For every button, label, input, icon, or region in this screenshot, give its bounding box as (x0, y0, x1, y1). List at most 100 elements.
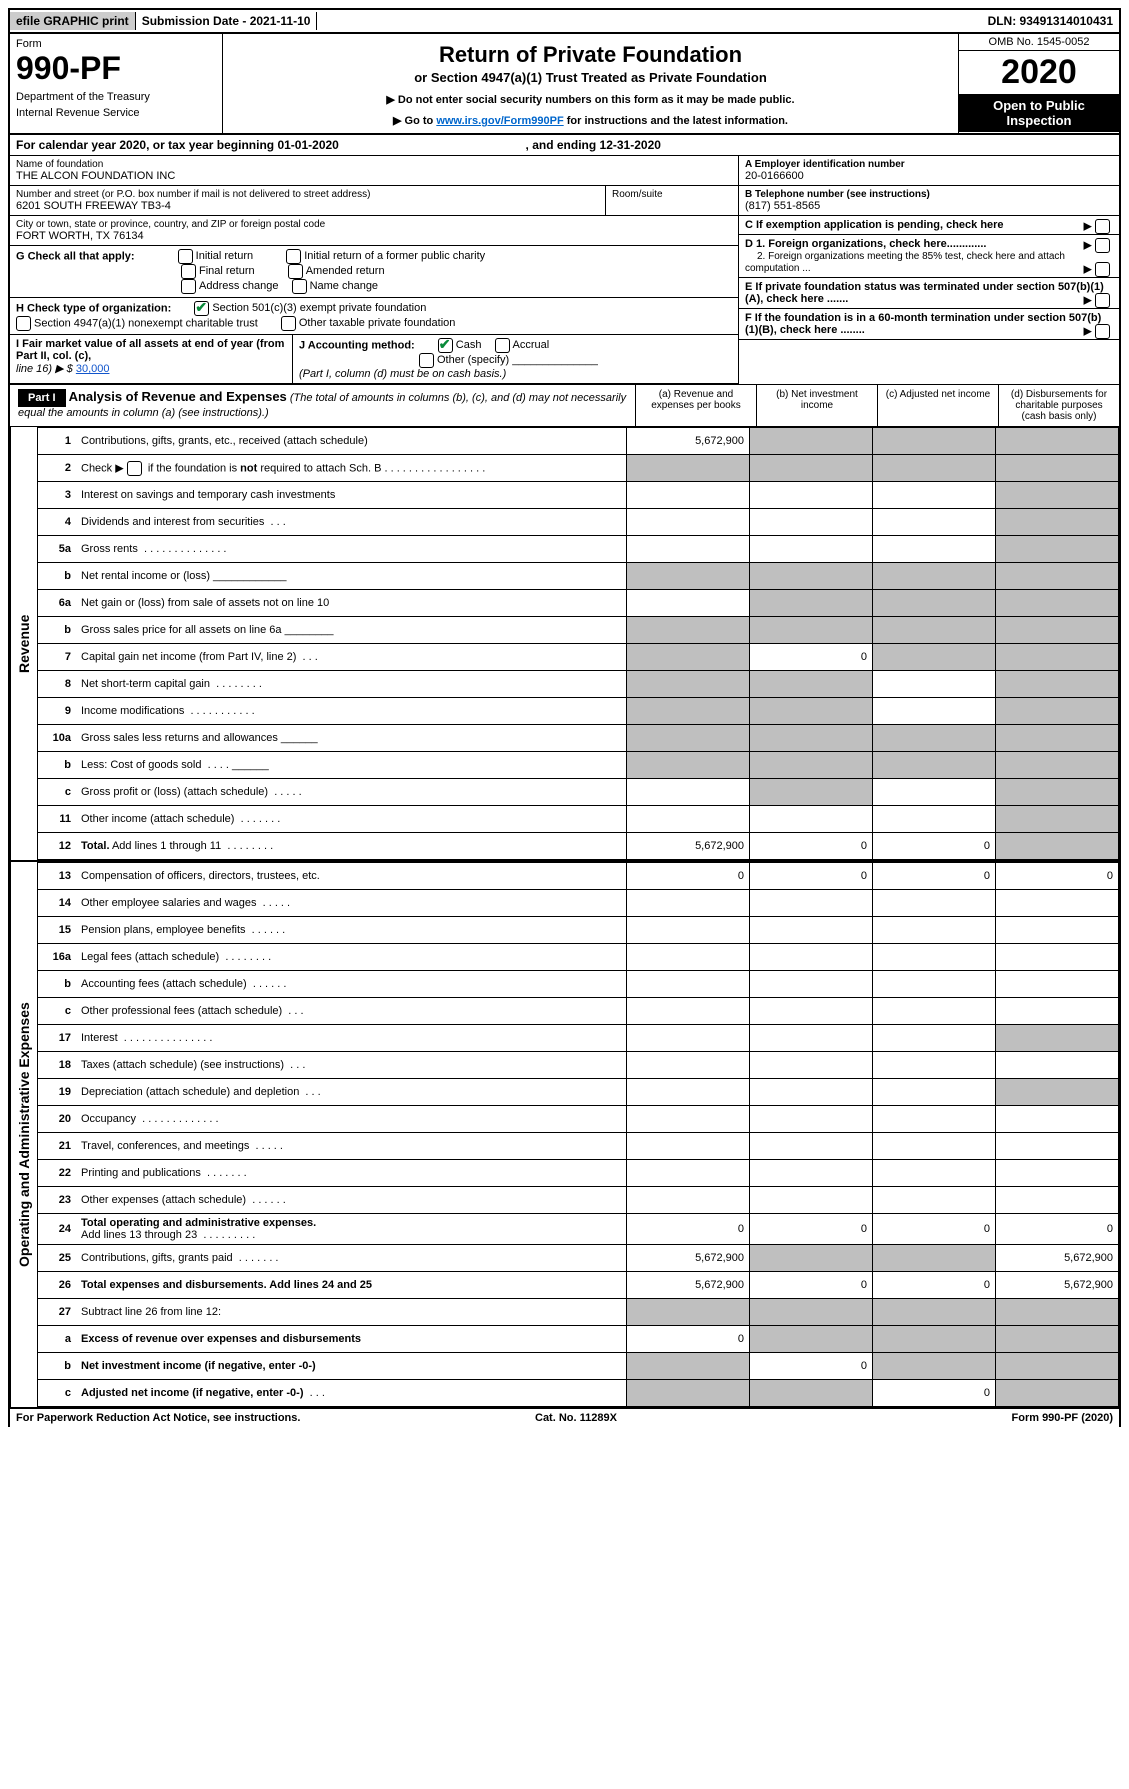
header-left: Form 990-PF Department of the Treasury I… (10, 34, 223, 133)
addr-label: Number and street (or P.O. box number if… (16, 189, 599, 200)
B-label: B Telephone number (see instructions) (745, 189, 1113, 200)
D2-checkbox[interactable] (1095, 262, 1110, 277)
info-right: A Employer identification number 20-0166… (738, 156, 1119, 384)
I-label: I Fair market value of all assets at end… (16, 338, 284, 362)
row-18: 18Taxes (attach schedule) (see instructi… (38, 1052, 1119, 1079)
calendar-year-row: For calendar year 2020, or tax year begi… (8, 135, 1121, 156)
submission-date: Submission Date - 2021-11-10 (136, 12, 318, 30)
col-b-header: (b) Net investment income (756, 385, 877, 426)
other-method-checkbox[interactable] (419, 353, 434, 368)
page-footer: For Paperwork Reduction Act Notice, see … (8, 1409, 1121, 1427)
4947-label: Section 4947(a)(1) nonexempt charitable … (34, 317, 258, 329)
revenue-table: 1Contributions, gifts, grants, etc., rec… (37, 427, 1119, 860)
note2-post: for instructions and the latest informat… (564, 115, 788, 127)
row-7: 7Capital gain net income (from Part IV, … (38, 644, 1119, 671)
col-c-header: (c) Adjusted net income (877, 385, 998, 426)
C-checkbox[interactable] (1095, 219, 1110, 234)
row-10a: 10aGross sales less returns and allowanc… (38, 725, 1119, 752)
F-checkbox[interactable] (1095, 324, 1110, 339)
name-change-checkbox[interactable] (292, 279, 307, 294)
final-return-label: Final return (199, 265, 255, 277)
other-taxable-checkbox[interactable] (281, 316, 296, 331)
address-row: Number and street (or P.O. box number if… (10, 186, 738, 216)
tax-year: 2020 (959, 51, 1119, 94)
irs-link[interactable]: www.irs.gov/Form990PF (436, 115, 563, 127)
accrual-label: Accrual (513, 339, 550, 351)
city-label: City or town, state or province, country… (16, 219, 732, 230)
col-d-header: (d) Disbursements for charitable purpose… (998, 385, 1119, 426)
C-arrow: ▶ (1083, 219, 1113, 234)
row-16a: 16aLegal fees (attach schedule) . . . . … (38, 944, 1119, 971)
sch-b-checkbox[interactable] (127, 461, 142, 476)
dept-irs: Internal Revenue Service (16, 107, 216, 119)
accrual-checkbox[interactable] (495, 338, 510, 353)
form-number: 990-PF (16, 50, 216, 87)
footer-catalog: Cat. No. 11289X (535, 1412, 617, 1424)
info-grid: Name of foundation THE ALCON FOUNDATION … (8, 156, 1121, 384)
D1-checkbox[interactable] (1095, 238, 1110, 253)
other-taxable-label: Other taxable private foundation (299, 317, 456, 329)
row-4: 4Dividends and interest from securities … (38, 509, 1119, 536)
amended-return-checkbox[interactable] (288, 264, 303, 279)
form-subtitle: or Section 4947(a)(1) Trust Treated as P… (229, 70, 952, 85)
row-2: 2Check ▶ if the foundation is not requir… (38, 455, 1119, 482)
header-center: Return of Private Foundation or Section … (223, 34, 958, 133)
section-G: G Check all that apply: Initial return I… (10, 246, 738, 298)
row-22: 22Printing and publications . . . . . . … (38, 1160, 1119, 1187)
501c3-label: Section 501(c)(3) exempt private foundat… (212, 302, 426, 314)
D2-arrow: ▶ (1083, 262, 1113, 277)
room-label: Room/suite (612, 189, 732, 200)
col-a-header: (a) Revenue and expenses per books (635, 385, 756, 426)
initial-former-checkbox[interactable] (286, 249, 301, 264)
city-cell: City or town, state or province, country… (10, 216, 738, 246)
row2-text: Check ▶ (81, 462, 127, 474)
dept-treasury: Department of the Treasury (16, 91, 216, 103)
city-value: FORT WORTH, TX 76134 (16, 230, 732, 242)
section-C: C If exemption application is pending, c… (739, 216, 1119, 235)
E-checkbox[interactable] (1095, 293, 1110, 308)
row-6a: 6aNet gain or (loss) from sale of assets… (38, 590, 1119, 617)
row-26: 26Total expenses and disbursements. Add … (38, 1272, 1119, 1299)
final-return-checkbox[interactable] (181, 264, 196, 279)
A-label: A Employer identification number (745, 159, 1113, 170)
501c3-checkbox[interactable] (194, 301, 209, 316)
revenue-side-label: Revenue (10, 427, 37, 860)
efile-print-button[interactable]: efile GRAPHIC print (10, 12, 136, 30)
D1-label: D 1. Foreign organizations, check here..… (745, 238, 986, 250)
cash-checkbox[interactable] (438, 338, 453, 353)
address-change-checkbox[interactable] (181, 279, 196, 294)
room-cell: Room/suite (606, 186, 738, 216)
form-header: Form 990-PF Department of the Treasury I… (8, 34, 1121, 135)
section-F: F If the foundation is in a 60-month ter… (739, 309, 1119, 340)
J-label: J Accounting method: (299, 339, 415, 351)
info-left: Name of foundation THE ALCON FOUNDATION … (10, 156, 738, 384)
phone-value: (817) 551-8565 (745, 200, 1113, 212)
D2-label: 2. Foreign organizations meeting the 85%… (745, 251, 1065, 274)
row-16c: cOther professional fees (attach schedul… (38, 998, 1119, 1025)
row-16b: bAccounting fees (attach schedule) . . .… (38, 971, 1119, 998)
section-D: D 1. Foreign organizations, check here..… (739, 235, 1119, 278)
C-label: C If exemption application is pending, c… (745, 219, 1004, 231)
amended-label: Amended return (306, 265, 385, 277)
row-5a: 5aGross rents . . . . . . . . . . . . . … (38, 536, 1119, 563)
street-cell: Number and street (or P.O. box number if… (10, 186, 606, 216)
header-note-2: ▶ Go to www.irs.gov/Form990PF for instru… (229, 114, 952, 127)
I-value-link[interactable]: 30,000 (76, 363, 110, 375)
address-change-label: Address change (199, 280, 279, 292)
row-13: 13Compensation of officers, directors, t… (38, 863, 1119, 890)
omb-number: OMB No. 1545-0052 (959, 34, 1119, 51)
dln-number: DLN: 93491314010431 (982, 12, 1119, 30)
initial-former-label: Initial return of a former public charit… (304, 250, 485, 262)
J-note: (Part I, column (d) must be on cash basi… (299, 368, 506, 380)
initial-return-checkbox[interactable] (178, 249, 193, 264)
row-6b: bGross sales price for all assets on lin… (38, 617, 1119, 644)
top-bar: efile GRAPHIC print Submission Date - 20… (8, 8, 1121, 34)
row-5b: bNet rental income or (loss) ___________… (38, 563, 1119, 590)
row-27: 27Subtract line 26 from line 12: (38, 1299, 1119, 1326)
row-11: 11Other income (attach schedule) . . . .… (38, 806, 1119, 833)
row-27a: aExcess of revenue over expenses and dis… (38, 1326, 1119, 1353)
4947-checkbox[interactable] (16, 316, 31, 331)
row-23: 23Other expenses (attach schedule) . . .… (38, 1187, 1119, 1214)
section-H: H Check type of organization: Section 50… (10, 298, 738, 335)
cal-begin: 01-01-2020 (277, 138, 338, 152)
